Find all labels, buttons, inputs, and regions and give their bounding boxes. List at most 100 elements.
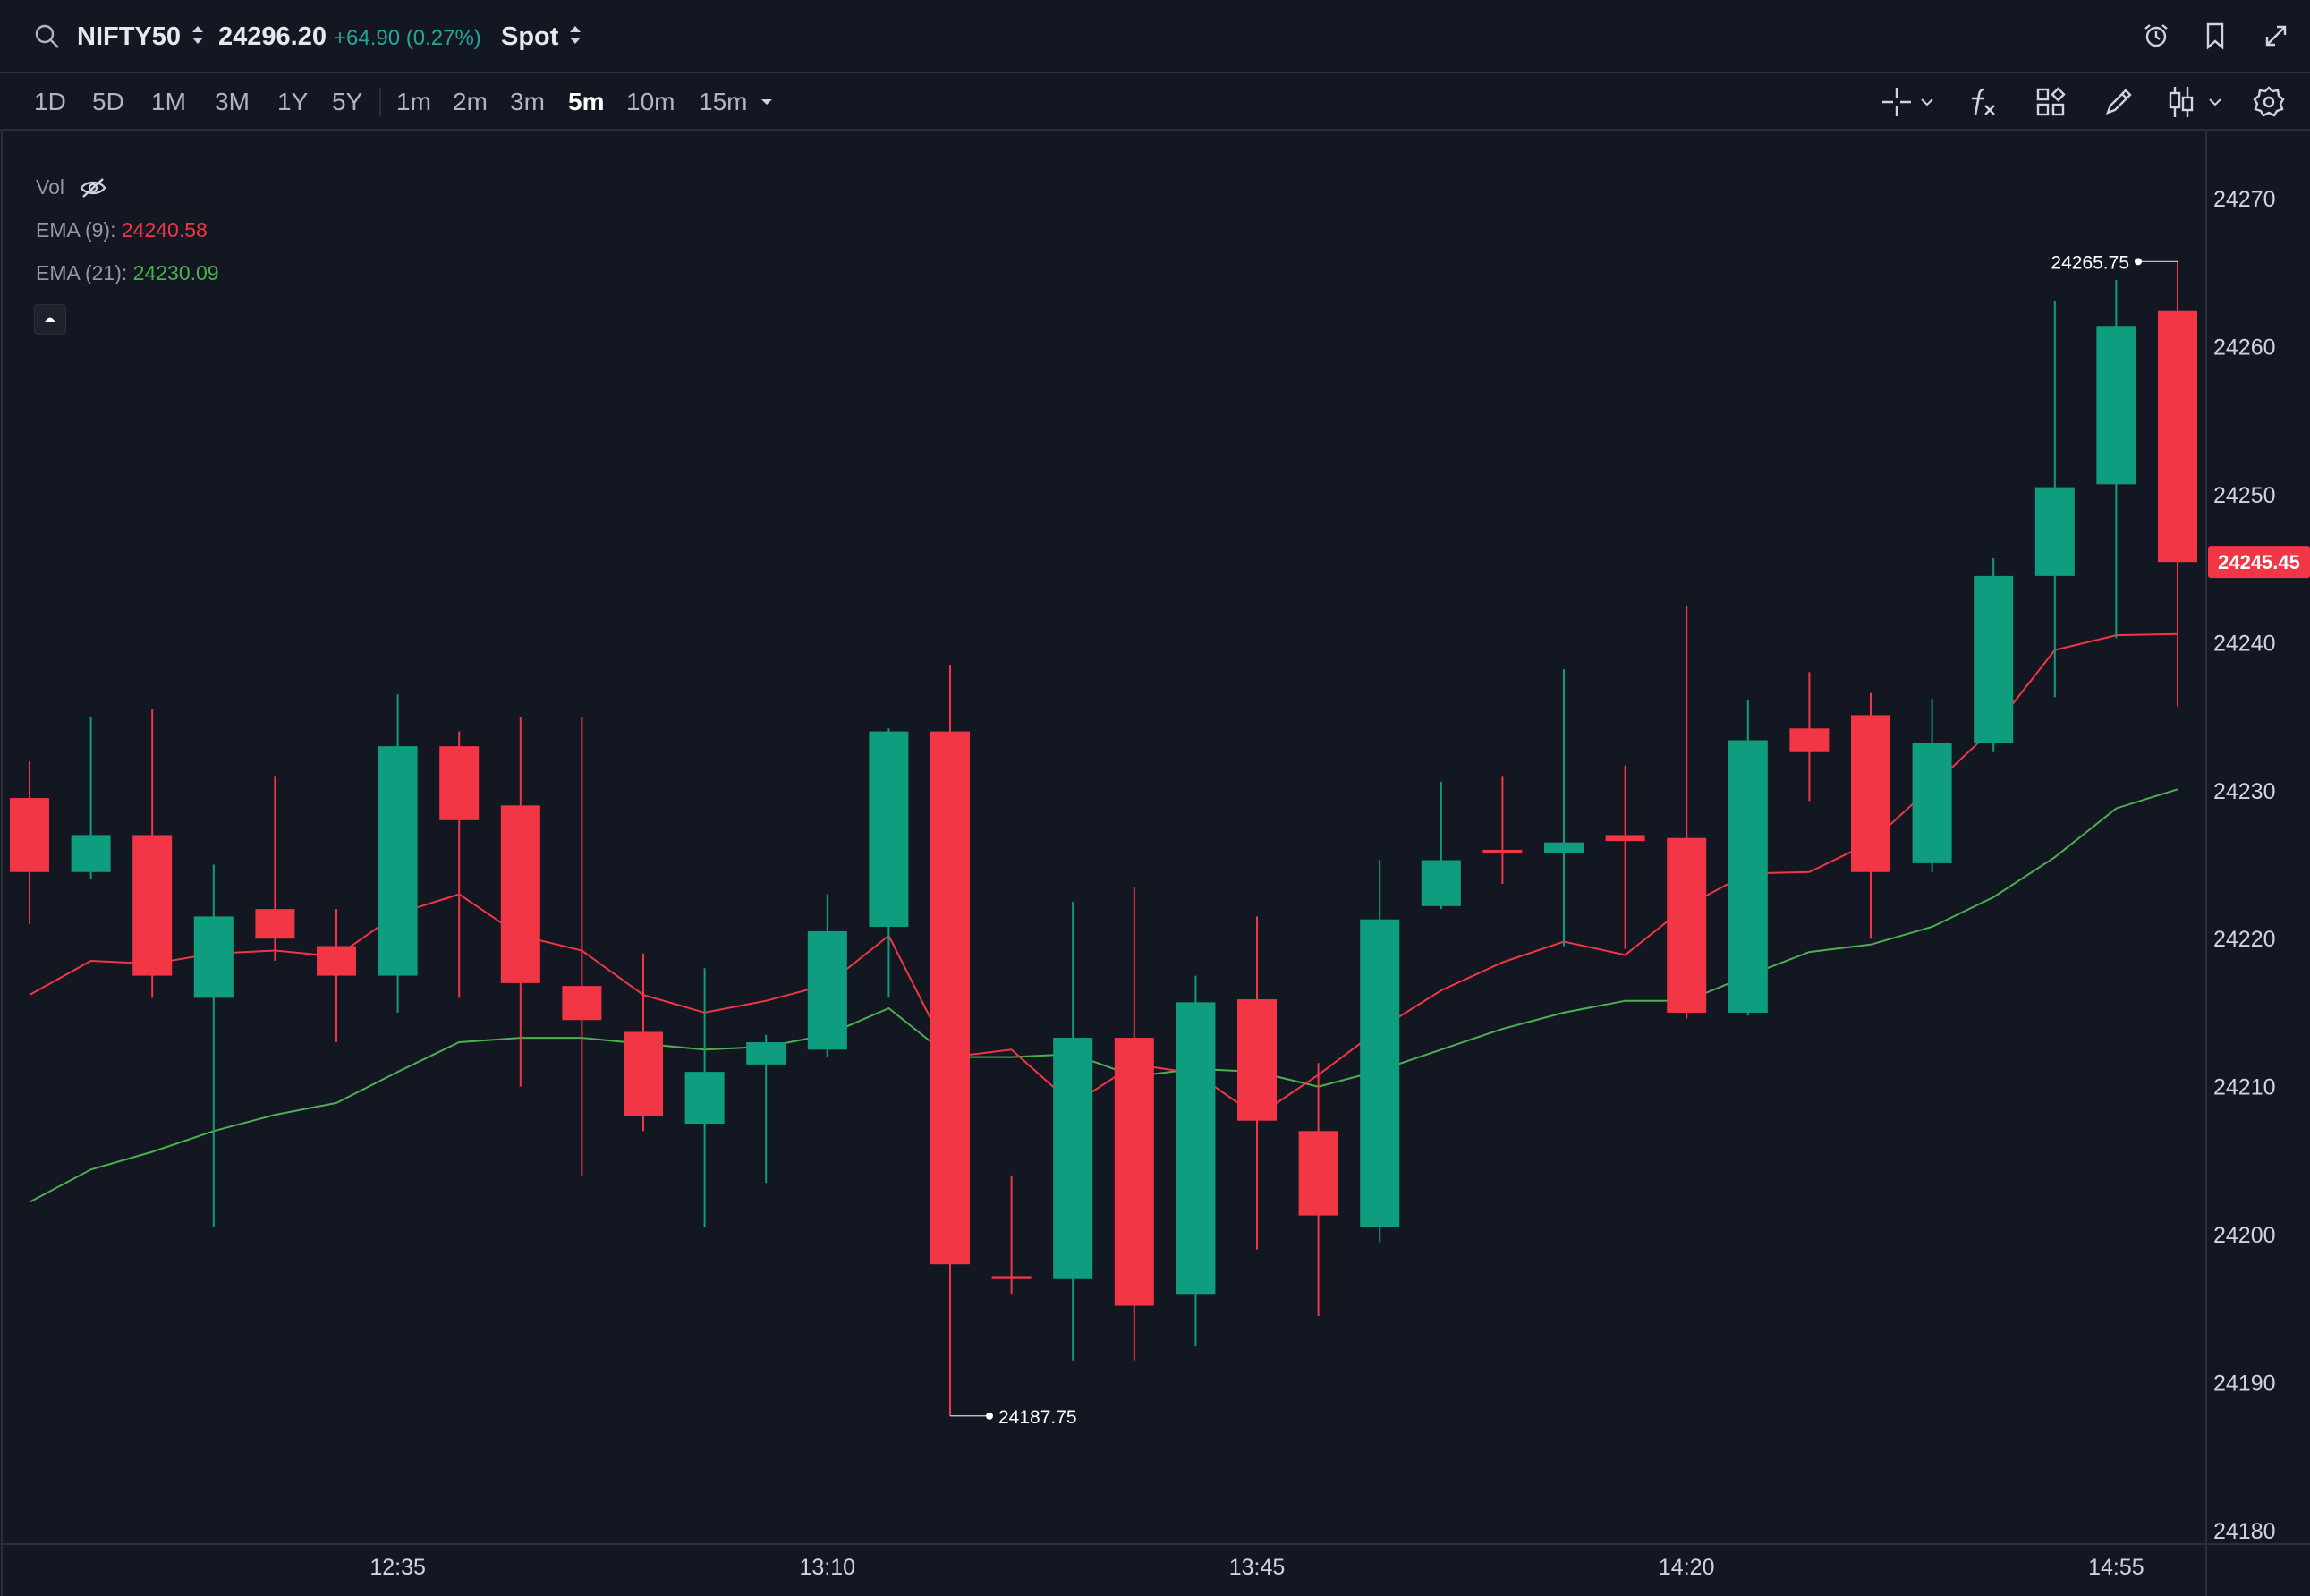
- symbol-selector[interactable]: NIFTY50: [77, 19, 206, 55]
- candle-body: [1912, 743, 1952, 863]
- y-tick-label: 24190: [2213, 1371, 2276, 1396]
- indicator-fx-icon[interactable]: [1965, 84, 2000, 120]
- candle-body: [562, 986, 602, 1021]
- candle-body: [378, 746, 418, 976]
- ema9-value: 24240.58: [121, 218, 208, 242]
- change-value: +64.90 (0.27%): [334, 26, 481, 50]
- symbol-header: [0, 0, 2310, 73]
- interval-1m[interactable]: 1m: [396, 88, 431, 115]
- high-marker-dot: [2135, 258, 2142, 266]
- candle-body: [1421, 860, 1461, 906]
- y-tick-label: 24260: [2213, 335, 2276, 360]
- interval-2m[interactable]: 2m: [453, 88, 488, 115]
- ema21-line: [29, 788, 2178, 1203]
- candle-body: [930, 731, 970, 1265]
- current-price-tag: [2208, 546, 2310, 579]
- candle-body: [1360, 919, 1400, 1227]
- x-tick-label: 14:20: [1659, 1555, 1715, 1580]
- settings-icon[interactable]: [2249, 82, 2289, 122]
- candle-body: [10, 798, 49, 872]
- y-tick-label: 24220: [2213, 927, 2276, 952]
- chevron-up-icon: [45, 317, 55, 322]
- candle-body: [132, 835, 173, 976]
- chart-area[interactable]: 24270 24260 24250 24240 24230 24220 24210 24200…: [0, 131, 2310, 1596]
- ema9-line: [29, 632, 2178, 1118]
- candle-body: [317, 946, 356, 976]
- ema21-label: EMA (21):: [36, 261, 128, 284]
- range-3m[interactable]: 3M: [215, 88, 250, 115]
- candle-body: [1667, 837, 1707, 1013]
- interval-3m[interactable]: 3m: [510, 88, 545, 115]
- crosshair-dropdown-icon[interactable]: [1918, 93, 1936, 111]
- source-label: Spot: [501, 21, 559, 51]
- crosshair-icon[interactable]: [1879, 86, 1915, 118]
- legend-collapse-button[interactable]: [34, 304, 66, 335]
- expand-icon[interactable]: [2260, 20, 2292, 52]
- candle-body: [1728, 740, 1768, 1013]
- high-price-label: 24265.75: [2051, 252, 2129, 273]
- candle-body: [807, 930, 847, 1050]
- ema9-label: EMA (9):: [36, 218, 116, 242]
- bookmark-icon[interactable]: [2199, 20, 2231, 52]
- candle-body: [2096, 326, 2136, 485]
- chart-type-dropdown-icon[interactable]: [2206, 93, 2224, 111]
- interval-15m[interactable]: 15m: [699, 88, 748, 115]
- y-tick-label: 24230: [2213, 779, 2276, 804]
- candle-body: [1114, 1038, 1154, 1306]
- candle-body: [991, 1276, 1032, 1279]
- candle-body: [500, 805, 540, 983]
- hide-eye-icon[interactable]: [79, 177, 107, 199]
- x-tick-label: 12:35: [369, 1555, 426, 1580]
- candle-body: [1176, 1002, 1216, 1295]
- x-tick-label: 13:10: [800, 1555, 856, 1580]
- y-tick-label: 24180: [2213, 1519, 2276, 1544]
- candle-body: [439, 746, 480, 820]
- volume-label: Vol: [36, 175, 64, 199]
- y-tick-label: 24210: [2213, 1075, 2276, 1100]
- candle-body: [624, 1031, 663, 1116]
- range-5y[interactable]: 5Y: [332, 88, 363, 115]
- range-1y[interactable]: 1Y: [277, 88, 309, 115]
- candle-body: [746, 1042, 786, 1065]
- search-icon[interactable]: [32, 21, 63, 52]
- interval-dropdown-icon[interactable]: [757, 91, 777, 113]
- ema21-value: 24230.09: [132, 261, 219, 284]
- alarm-icon[interactable]: [2140, 20, 2172, 52]
- low-price-label: 24187.75: [998, 1407, 1077, 1428]
- ema9-legend[interactable]: EMA (9): 24240.58: [36, 218, 208, 242]
- source-selector[interactable]: Spot: [501, 19, 583, 55]
- chart-type-icon[interactable]: [2163, 82, 2199, 122]
- candle-body: [1544, 842, 1584, 853]
- source-switch-icon: [567, 22, 583, 52]
- x-tick-label: 13:45: [1229, 1555, 1286, 1580]
- candle-body: [71, 835, 111, 872]
- current-price-label: 24245.45: [2218, 551, 2300, 573]
- volume-legend[interactable]: Vol: [36, 175, 107, 200]
- candle-body: [1789, 728, 1830, 752]
- candle-body: [869, 731, 909, 927]
- interval-10m[interactable]: 10m: [626, 88, 675, 115]
- y-tick-label: 24270: [2213, 187, 2276, 212]
- symbol-name: NIFTY50: [77, 21, 182, 51]
- range-5d[interactable]: 5D: [92, 88, 124, 115]
- candle-body: [2158, 310, 2197, 563]
- candle-body: [1851, 715, 1890, 872]
- drawing-pen-icon[interactable]: [2101, 84, 2136, 120]
- low-marker-dot: [986, 1412, 993, 1420]
- range-1m[interactable]: 1M: [151, 88, 186, 115]
- candle-body: [2034, 487, 2075, 576]
- range-1d[interactable]: 1D: [34, 88, 66, 115]
- candlestick-chart[interactable]: 24270 24260 24250 24240 24230 24220 24210 24200…: [0, 131, 2310, 1596]
- candle-body: [1974, 575, 2014, 743]
- y-tick-label: 24200: [2213, 1223, 2276, 1248]
- candle-body: [1237, 999, 1277, 1121]
- y-tick-label: 24250: [2213, 483, 2276, 508]
- symbol-switch-icon: [190, 22, 206, 52]
- toolbar-divider: [379, 88, 381, 116]
- candle-body: [1605, 835, 1645, 842]
- candle-body: [255, 909, 295, 939]
- templates-icon[interactable]: [2033, 84, 2068, 120]
- interval-5m[interactable]: 5m: [568, 88, 605, 115]
- last-price: 24296.20: [218, 19, 327, 55]
- ema21-legend[interactable]: EMA (21): 24230.09: [36, 261, 219, 285]
